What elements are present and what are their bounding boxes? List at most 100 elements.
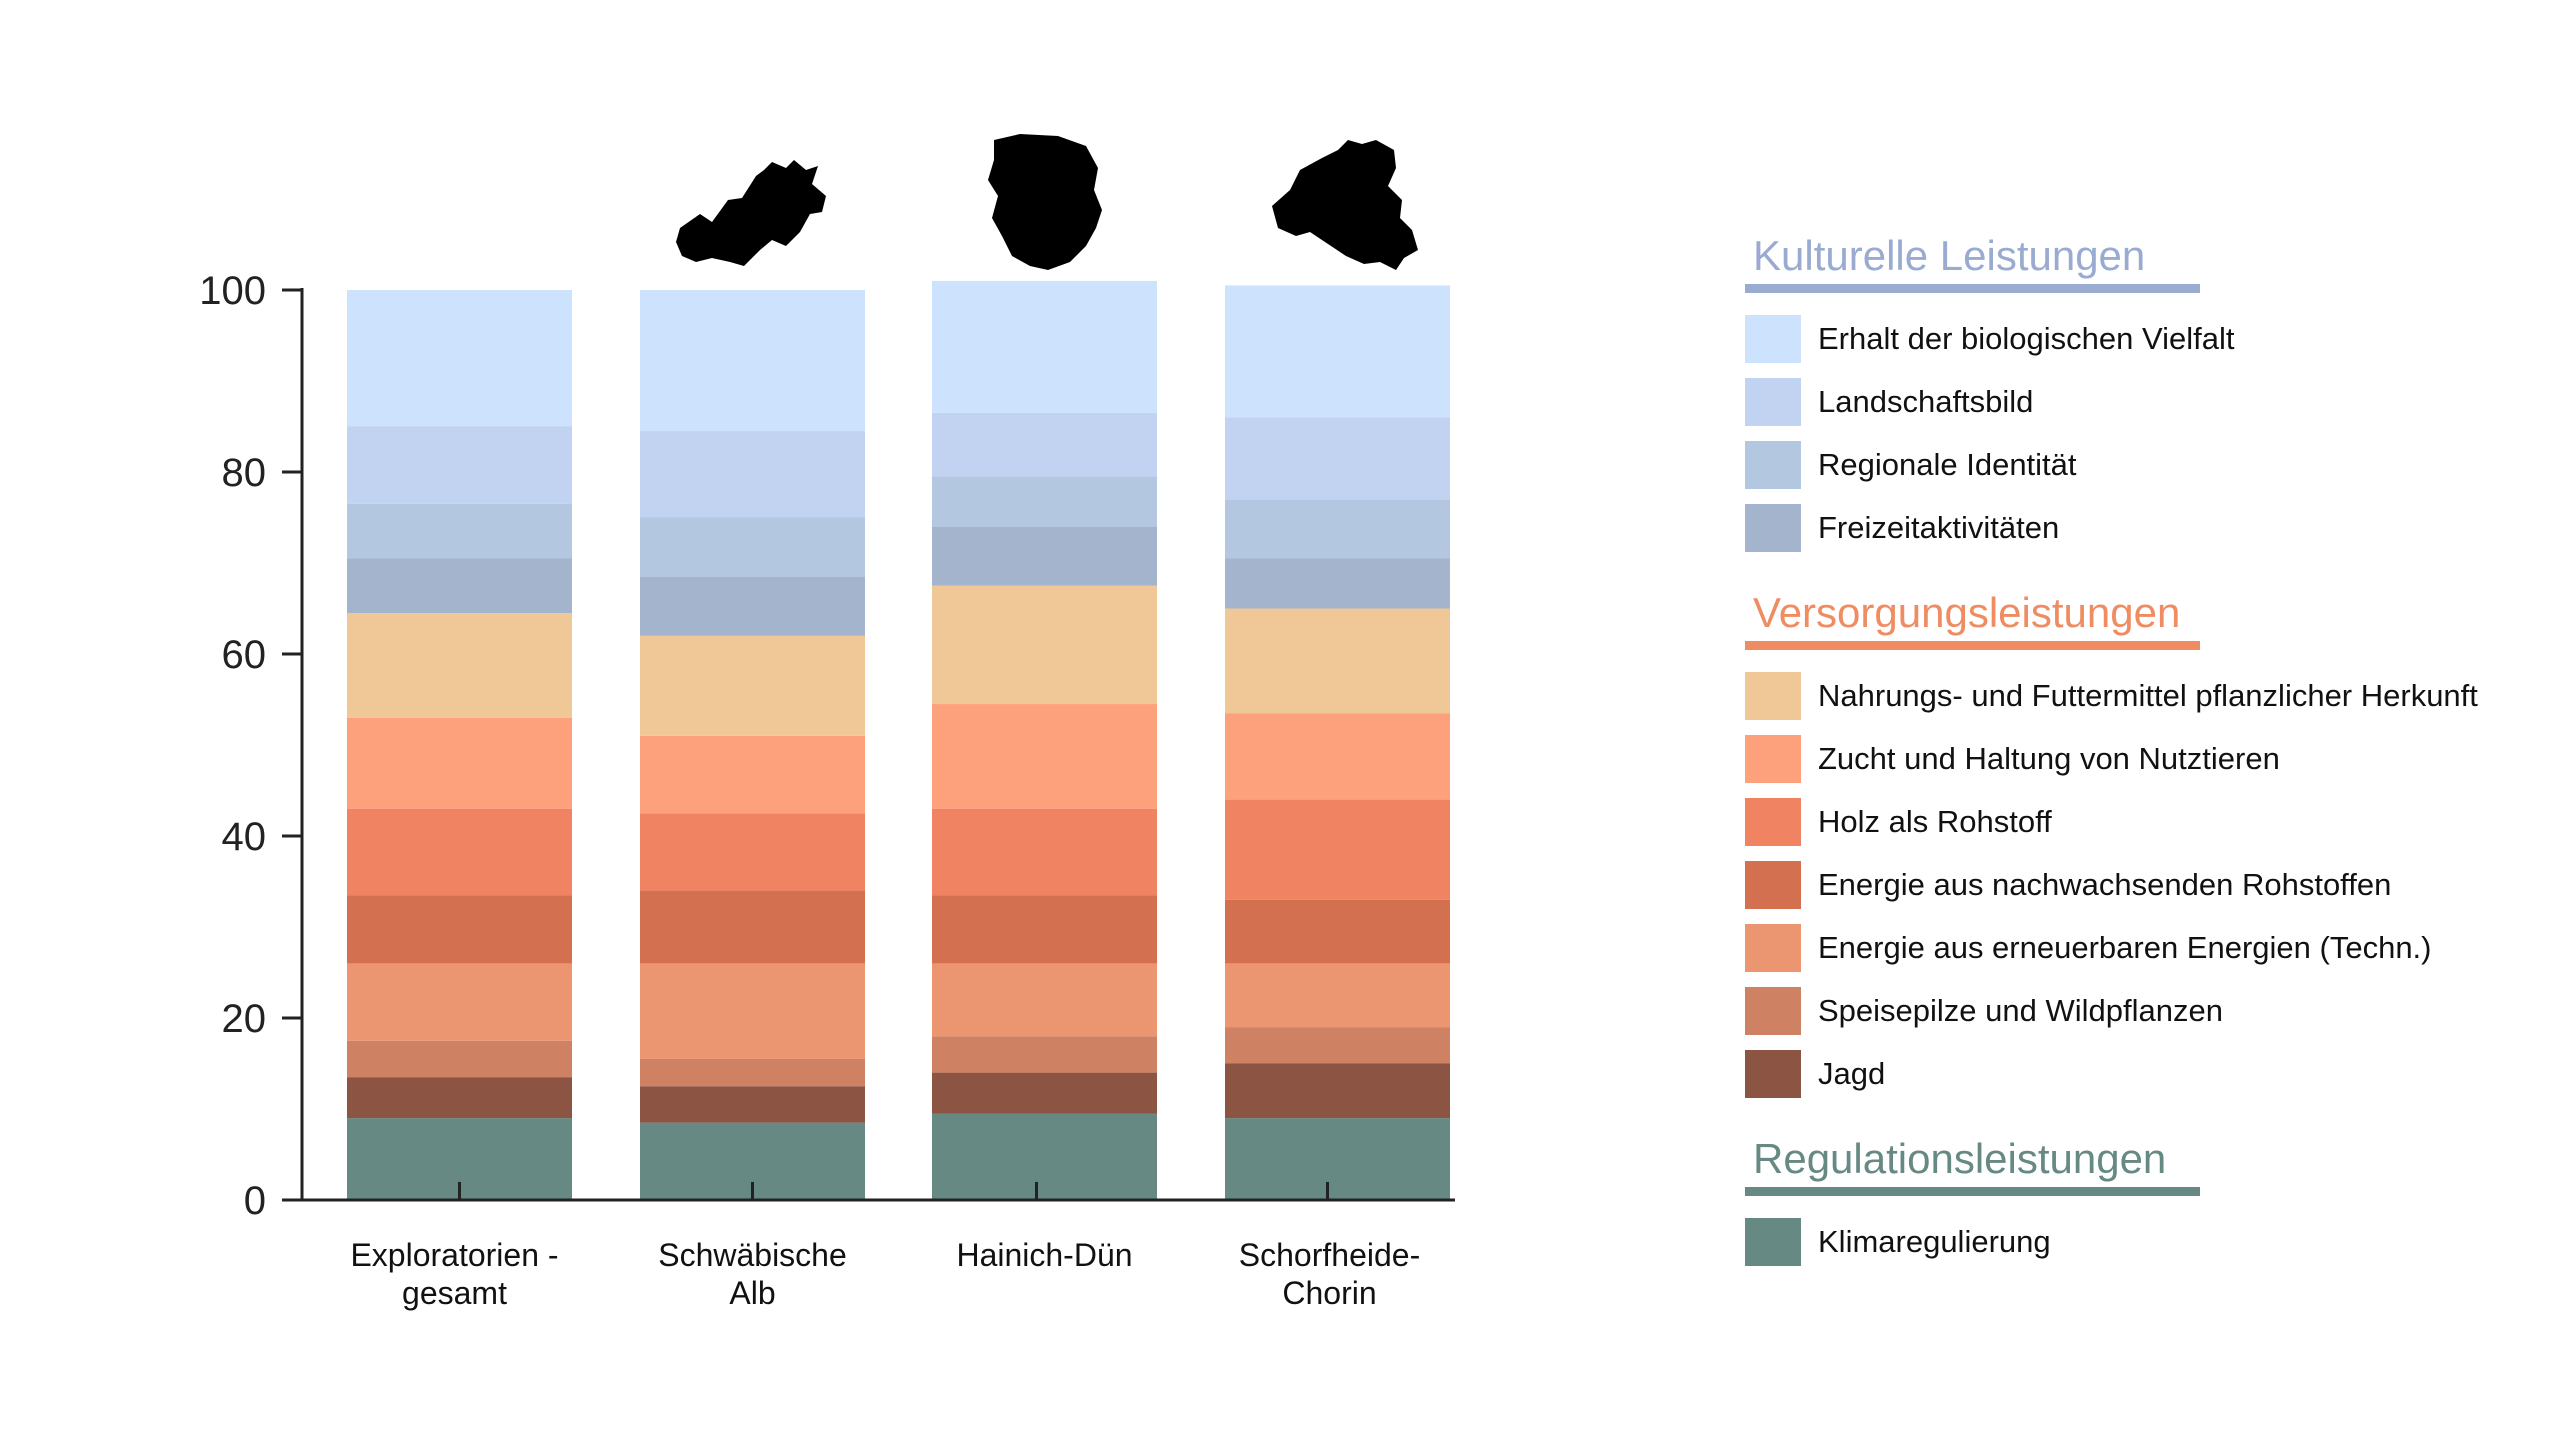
legend-swatch xyxy=(1745,797,1801,846)
legend-label: Nahrungs- und Futtermittel pflanzlicher … xyxy=(1818,677,2478,713)
bar-segment-3-4 xyxy=(1225,899,1450,964)
legend-label: Landschaftsbild xyxy=(1818,383,2034,419)
legend-group-title: Versorgungsleistungen xyxy=(1753,589,2181,636)
region-map-icon-3 xyxy=(1272,140,1418,270)
category-label-1: Schwäbische Alb xyxy=(658,1237,847,1311)
bar-segment-2-1 xyxy=(932,1072,1157,1114)
legend: Kulturelle Leistungen Erhalt der biologis… xyxy=(1745,230,2545,1301)
legend-item: Erhalt der biologischen Vielfalt xyxy=(1745,307,2545,370)
bar-segment-0-6 xyxy=(347,717,572,809)
x-axis-labels: Exploratorien -gesamt Schwäbische Alb Haini… xyxy=(350,1237,1420,1311)
region-icons xyxy=(676,134,1418,270)
category-label-line: Hainich-Dün xyxy=(956,1237,1132,1273)
legend-swatch xyxy=(1745,734,1801,783)
bar-segment-2-5 xyxy=(932,808,1157,896)
legend-group-title: Kulturelle Leistungen xyxy=(1753,232,2146,279)
legend-item: Regionale Identität xyxy=(1745,433,2545,496)
legend-label: Energie aus nachwachsenden Rohstoffen xyxy=(1818,866,2392,902)
bar-segment-1-5 xyxy=(640,813,865,891)
legend-group-title: Regulationsleistungen xyxy=(1753,1135,2167,1182)
bar-segment-3-0 xyxy=(1225,1118,1450,1200)
bar-segment-0-9 xyxy=(347,503,572,559)
category-label-3: Schorfheide-Chorin xyxy=(1239,1237,1420,1311)
bar-segment-0-1 xyxy=(347,1077,572,1119)
bar-segment-1-9 xyxy=(640,517,865,577)
legend-item: Landschaftsbild xyxy=(1745,370,2545,433)
bar-segment-3-11 xyxy=(1225,285,1450,418)
bar-segment-0-4 xyxy=(347,895,572,964)
legend-item: Jagd xyxy=(1745,1042,2545,1105)
bar-segment-3-5 xyxy=(1225,799,1450,900)
bar-segment-1-6 xyxy=(640,735,865,814)
y-tick-label-3: 60 xyxy=(222,633,267,677)
y-tick-label-2: 40 xyxy=(222,815,267,859)
legend-item: Nahrungs- und Futtermittel pflanzlicher … xyxy=(1745,664,2545,727)
bar-segment-1-11 xyxy=(640,290,865,432)
legend-item: Freizeitaktivitäten xyxy=(1745,496,2545,559)
bar-segment-1-4 xyxy=(640,890,865,964)
legend-swatch xyxy=(1745,440,1801,489)
legend-item: Speisepilze und Wildpflanzen xyxy=(1745,979,2545,1042)
legend-swatch xyxy=(1745,1217,1801,1266)
legend-item: Zucht und Haltung von Nutztieren xyxy=(1745,727,2545,790)
legend-item: Klimaregulierung xyxy=(1745,1210,2545,1273)
legend-group-2: Regulationsleistungen Klimaregulierung xyxy=(1745,1133,2545,1273)
category-label-line: Chorin xyxy=(1282,1275,1376,1311)
category-label-line: Alb xyxy=(729,1275,775,1311)
category-label-line: Schwäbische xyxy=(658,1237,847,1273)
category-label-line: Exploratorien - xyxy=(350,1237,558,1273)
legend-group-underline xyxy=(1745,641,2200,650)
bar-segment-2-11 xyxy=(932,280,1157,413)
region-map-icon-2 xyxy=(988,134,1102,270)
bar-segment-3-7 xyxy=(1225,608,1450,714)
category-label-2: Hainich-Dün xyxy=(956,1237,1132,1273)
bar-segment-2-4 xyxy=(932,895,1157,964)
bar-segment-2-10 xyxy=(932,412,1157,477)
legend-group-underline xyxy=(1745,1187,2200,1196)
y-tick-label-1: 20 xyxy=(222,997,267,1041)
legend-item: Energie aus nachwachsenden Rohstoffen xyxy=(1745,853,2545,916)
bar-segment-2-2 xyxy=(932,1036,1157,1073)
bar-segment-1-1 xyxy=(640,1086,865,1123)
legend-swatch xyxy=(1745,1049,1801,1098)
legend-item: Energie aus erneuerbaren Energien (Techn… xyxy=(1745,916,2545,979)
legend-swatch xyxy=(1745,314,1801,363)
bar-segment-2-6 xyxy=(932,704,1157,809)
bar-segment-3-8 xyxy=(1225,558,1450,609)
category-label-line: gesamt xyxy=(402,1275,507,1311)
bar-segment-1-2 xyxy=(640,1058,865,1087)
bar-segment-2-8 xyxy=(932,526,1157,586)
legend-group-1: Versorgungsleistungen Nahrungs- und Futte… xyxy=(1745,587,2545,1105)
legend-label: Erhalt der biologischen Vielfalt xyxy=(1818,320,2235,356)
stacked-bar-chart: 0 20 40 60 80 100 Exploratorien -gesamt Schwäb… xyxy=(199,134,1455,1311)
legend-label: Holz als Rohstoff xyxy=(1818,803,2052,839)
bar-segment-1-8 xyxy=(640,576,865,636)
legend-swatch xyxy=(1745,503,1801,552)
bar-segment-3-2 xyxy=(1225,1027,1450,1064)
bar-segment-3-3 xyxy=(1225,963,1450,1028)
bar-segment-3-10 xyxy=(1225,417,1450,500)
legend-label: Speisepilze und Wildpflanzen xyxy=(1818,992,2223,1028)
legend-swatch xyxy=(1745,923,1801,972)
bar-segment-3-1 xyxy=(1225,1063,1450,1119)
y-tick-label-4: 80 xyxy=(222,451,267,495)
legend-group-0: Kulturelle Leistungen Erhalt der biologis… xyxy=(1745,230,2545,559)
y-tick-label-0: 0 xyxy=(244,1179,266,1223)
legend-label: Freizeitaktivitäten xyxy=(1818,509,2060,545)
bar-segment-1-7 xyxy=(640,635,865,736)
bar-segment-2-9 xyxy=(932,476,1157,527)
bars-layer xyxy=(347,280,1450,1200)
bar-segment-0-11 xyxy=(347,290,572,427)
legend-swatch xyxy=(1745,986,1801,1035)
bar-segment-1-3 xyxy=(640,963,865,1059)
y-axis: 0 20 40 60 80 100 xyxy=(199,269,1455,1223)
category-label-line: Schorfheide- xyxy=(1239,1237,1420,1273)
bar-segment-0-2 xyxy=(347,1040,572,1078)
legend-label: Energie aus erneuerbaren Energien (Techn… xyxy=(1818,929,2432,965)
bar-segment-2-0 xyxy=(932,1113,1157,1200)
bar-segment-3-9 xyxy=(1225,499,1450,559)
region-map-icon-1 xyxy=(676,160,826,266)
bar-segment-3-6 xyxy=(1225,713,1450,800)
bar-segment-1-10 xyxy=(640,431,865,518)
bar-segment-0-7 xyxy=(347,613,572,718)
